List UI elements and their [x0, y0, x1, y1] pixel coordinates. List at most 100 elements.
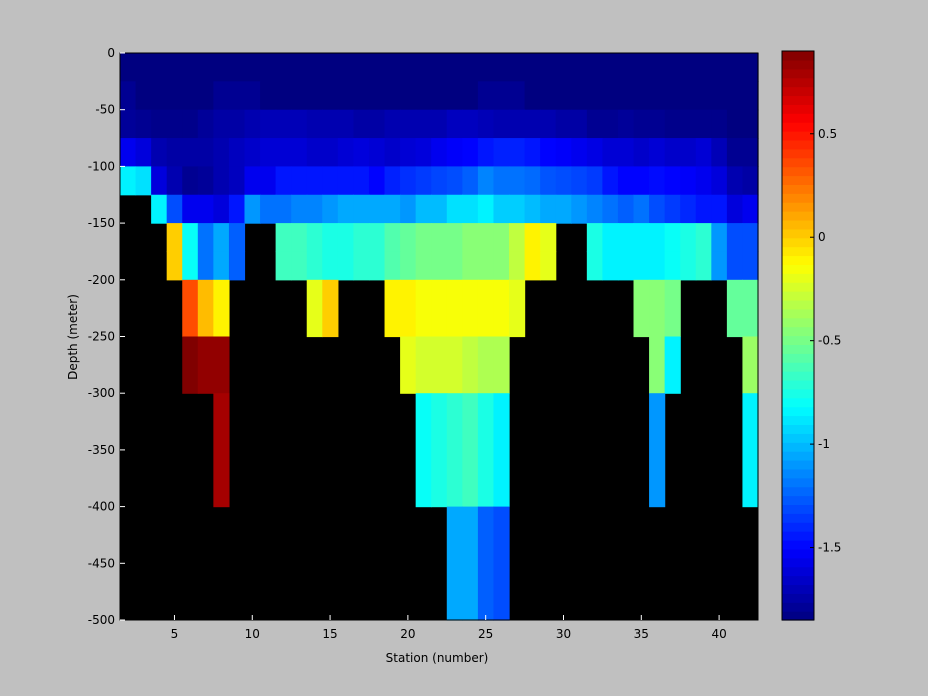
colorbar-swatch: [782, 148, 814, 159]
heatmap-cell: [197, 223, 214, 253]
heatmap-cell: [446, 251, 463, 281]
heatmap-cell: [306, 223, 323, 253]
colorbar: 0.5 0 -0.5 -1 -1.5: [781, 50, 841, 621]
heatmap-cell: [213, 81, 230, 111]
heatmap-cell: [664, 109, 681, 139]
colorbar-swatch: [782, 611, 814, 621]
colorbar-swatch: [782, 522, 814, 532]
heatmap-cell: [166, 53, 183, 82]
heatmap-cell: [337, 53, 355, 82]
heatmap-cell: [400, 138, 417, 167]
colorbar-swatch: [782, 335, 814, 345]
heatmap-cell: [306, 194, 323, 224]
heatmap-cell: [540, 81, 557, 111]
heatmap-cell: [524, 251, 541, 281]
heatmap-cell: [166, 251, 183, 281]
heatmap-cell: [742, 336, 759, 394]
colorbar-swatch: [782, 495, 814, 506]
heatmap-cell: [182, 109, 199, 139]
x-tick-label: 30: [556, 627, 571, 641]
heatmap-cell: [649, 279, 666, 338]
colorbar-swatch: [782, 593, 814, 603]
heatmap-cell: [680, 81, 697, 111]
heatmap-cell: [415, 194, 432, 224]
heatmap-cell: [182, 336, 199, 394]
colorbar-swatch: [782, 59, 814, 70]
heatmap-cell: [477, 194, 495, 224]
heatmap-cell: [711, 166, 728, 196]
heatmap-cell: [275, 166, 292, 196]
heatmap-cell: [602, 138, 619, 167]
heatmap-cell: [695, 223, 712, 253]
heatmap-cell: [166, 166, 183, 196]
colorbar-swatch: [782, 95, 814, 105]
heatmap-cell: [197, 251, 214, 281]
heatmap-cell: [524, 166, 541, 196]
x-tick-label: 35: [634, 627, 649, 641]
heatmap-cell: [462, 53, 479, 82]
heatmap-cell: [493, 53, 510, 82]
heatmap-cell: [695, 166, 712, 196]
heatmap-cell: [649, 166, 666, 196]
heatmap-cell: [555, 194, 572, 224]
colorbar-swatch: [782, 228, 814, 239]
heatmap-cell: [633, 109, 650, 139]
heatmap-cell: [368, 194, 386, 224]
heatmap-cell: [446, 166, 463, 196]
heatmap-cell: [166, 109, 183, 139]
heatmap-cell: [742, 138, 759, 167]
heatmap-cell: [306, 53, 323, 82]
colorbar-swatch: [782, 219, 814, 230]
heatmap-cell: [384, 194, 401, 224]
x-tick-label: 15: [322, 627, 337, 641]
heatmap-cell: [415, 138, 432, 167]
heatmap-cell: [197, 279, 214, 338]
heatmap-cell: [602, 166, 619, 196]
heatmap-cell: [649, 194, 666, 224]
heatmap-cell: [664, 336, 681, 394]
colorbar-swatch: [782, 531, 814, 541]
heatmap-cell: [244, 166, 261, 196]
colorbar-swatch: [782, 388, 814, 399]
colorbar-swatch: [782, 157, 814, 168]
heatmap-cell: [633, 138, 650, 167]
heatmap-cell: [462, 166, 479, 196]
heatmap-cell: [477, 506, 495, 621]
heatmap-cell: [649, 223, 666, 253]
heatmap-cell: [555, 81, 572, 111]
heatmap-cell: [400, 194, 417, 224]
colorbar-swatch: [782, 86, 814, 97]
heatmap-cell: [322, 279, 339, 338]
heatmap-cell: [462, 81, 479, 111]
heatmap-cell: [649, 336, 666, 394]
heatmap-cell: [415, 336, 432, 394]
heatmap-cell: [477, 279, 495, 338]
heatmap-cell: [493, 194, 510, 224]
heatmap-cell: [509, 138, 526, 167]
heatmap-cell: [742, 393, 759, 508]
colorbar-swatch: [782, 602, 814, 612]
colorbar-swatch: [782, 451, 814, 461]
heatmap-cell: [633, 251, 650, 281]
heatmap-cell: [322, 251, 339, 281]
heatmap-cell: [462, 251, 479, 281]
heatmap-cell: [695, 109, 712, 139]
heatmap-cell: [571, 53, 588, 82]
heatmap-cell: [664, 138, 681, 167]
heatmap-cell: [446, 279, 463, 338]
heatmap-cell: [633, 279, 650, 338]
heatmap-cell: [166, 194, 183, 224]
heatmap-cell: [462, 506, 479, 621]
heatmap-cell: [135, 81, 152, 111]
heatmap-cell: [337, 81, 355, 111]
heatmap-cell: [384, 223, 401, 253]
heatmap-cell: [431, 194, 448, 224]
heatmap-cell: [353, 53, 370, 82]
y-tick-label: -400: [88, 500, 115, 514]
colorbar-swatch: [782, 51, 814, 61]
heatmap-cell: [446, 194, 463, 224]
heatmap-cell: [213, 138, 230, 167]
heatmap-cell: [695, 251, 712, 281]
heatmap-cell: [384, 53, 401, 82]
